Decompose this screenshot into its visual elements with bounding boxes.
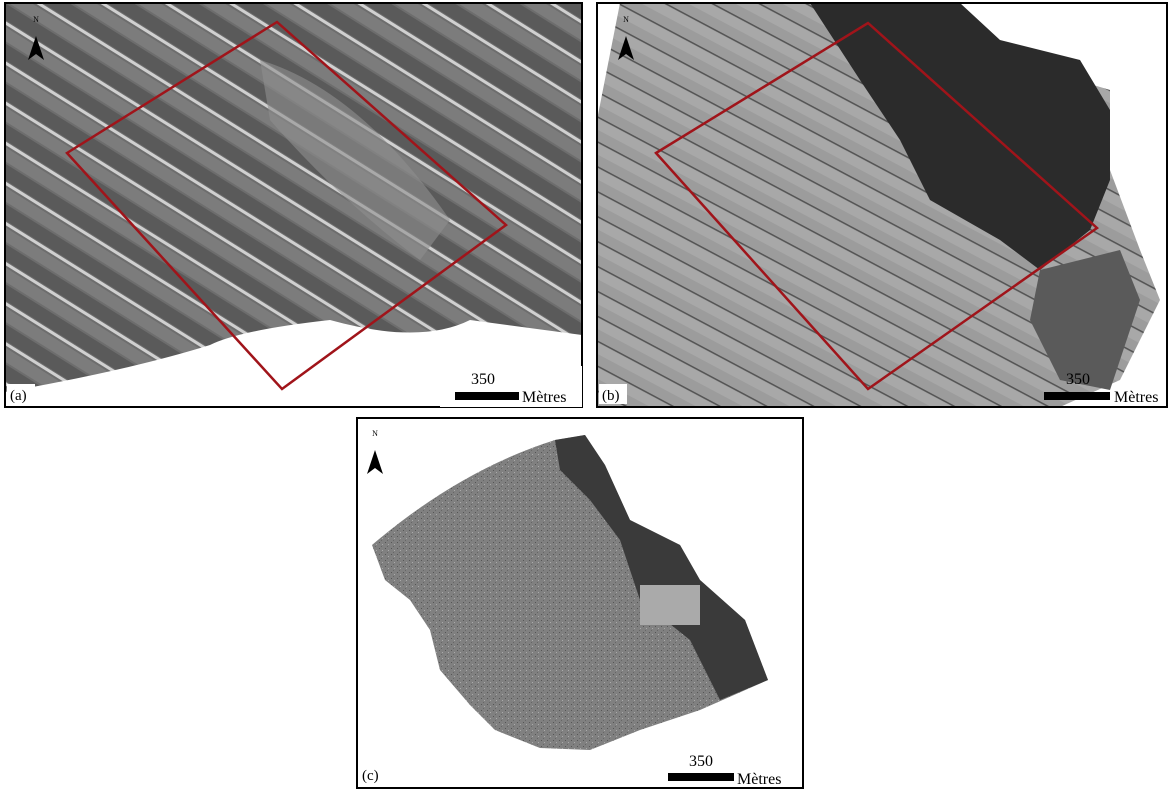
scale-bar — [1044, 392, 1110, 400]
panel-a — [5, 3, 582, 407]
scale-value: 350 — [1066, 371, 1090, 388]
north-label: N — [623, 15, 629, 24]
study-area-box — [65, 20, 508, 391]
scale-unit: Mètres — [737, 771, 781, 788]
scale-bg — [440, 366, 582, 407]
scale-bar — [668, 773, 734, 781]
dark-region — [555, 435, 768, 700]
north-label: N — [33, 15, 39, 24]
sonar-mosaic — [372, 435, 768, 750]
panel-b — [597, 3, 1167, 407]
panel-frame — [4, 2, 583, 408]
panel-label: (a) — [10, 388, 27, 404]
panel-frame — [596, 2, 1168, 408]
scale-unit: Mètres — [522, 389, 566, 406]
dark-region — [1030, 250, 1140, 390]
dark-region — [810, 3, 1110, 270]
scale-unit: Mètres — [1114, 389, 1158, 406]
north-arrow — [367, 450, 383, 474]
scale-value: 350 — [689, 753, 713, 770]
panel-label: (b) — [602, 388, 620, 404]
panel-c — [356, 417, 804, 789]
scale-value: 350 — [471, 371, 495, 388]
label-bg — [599, 384, 627, 404]
sonar-feature — [260, 60, 450, 260]
bright-patch — [640, 585, 700, 625]
scale-bar — [455, 392, 519, 400]
north-label: N — [372, 429, 378, 438]
panel-label: (c) — [362, 768, 379, 784]
label-bg — [7, 384, 35, 404]
study-area-box — [654, 21, 1100, 391]
north-arrow — [28, 36, 44, 60]
north-arrow — [618, 36, 634, 60]
